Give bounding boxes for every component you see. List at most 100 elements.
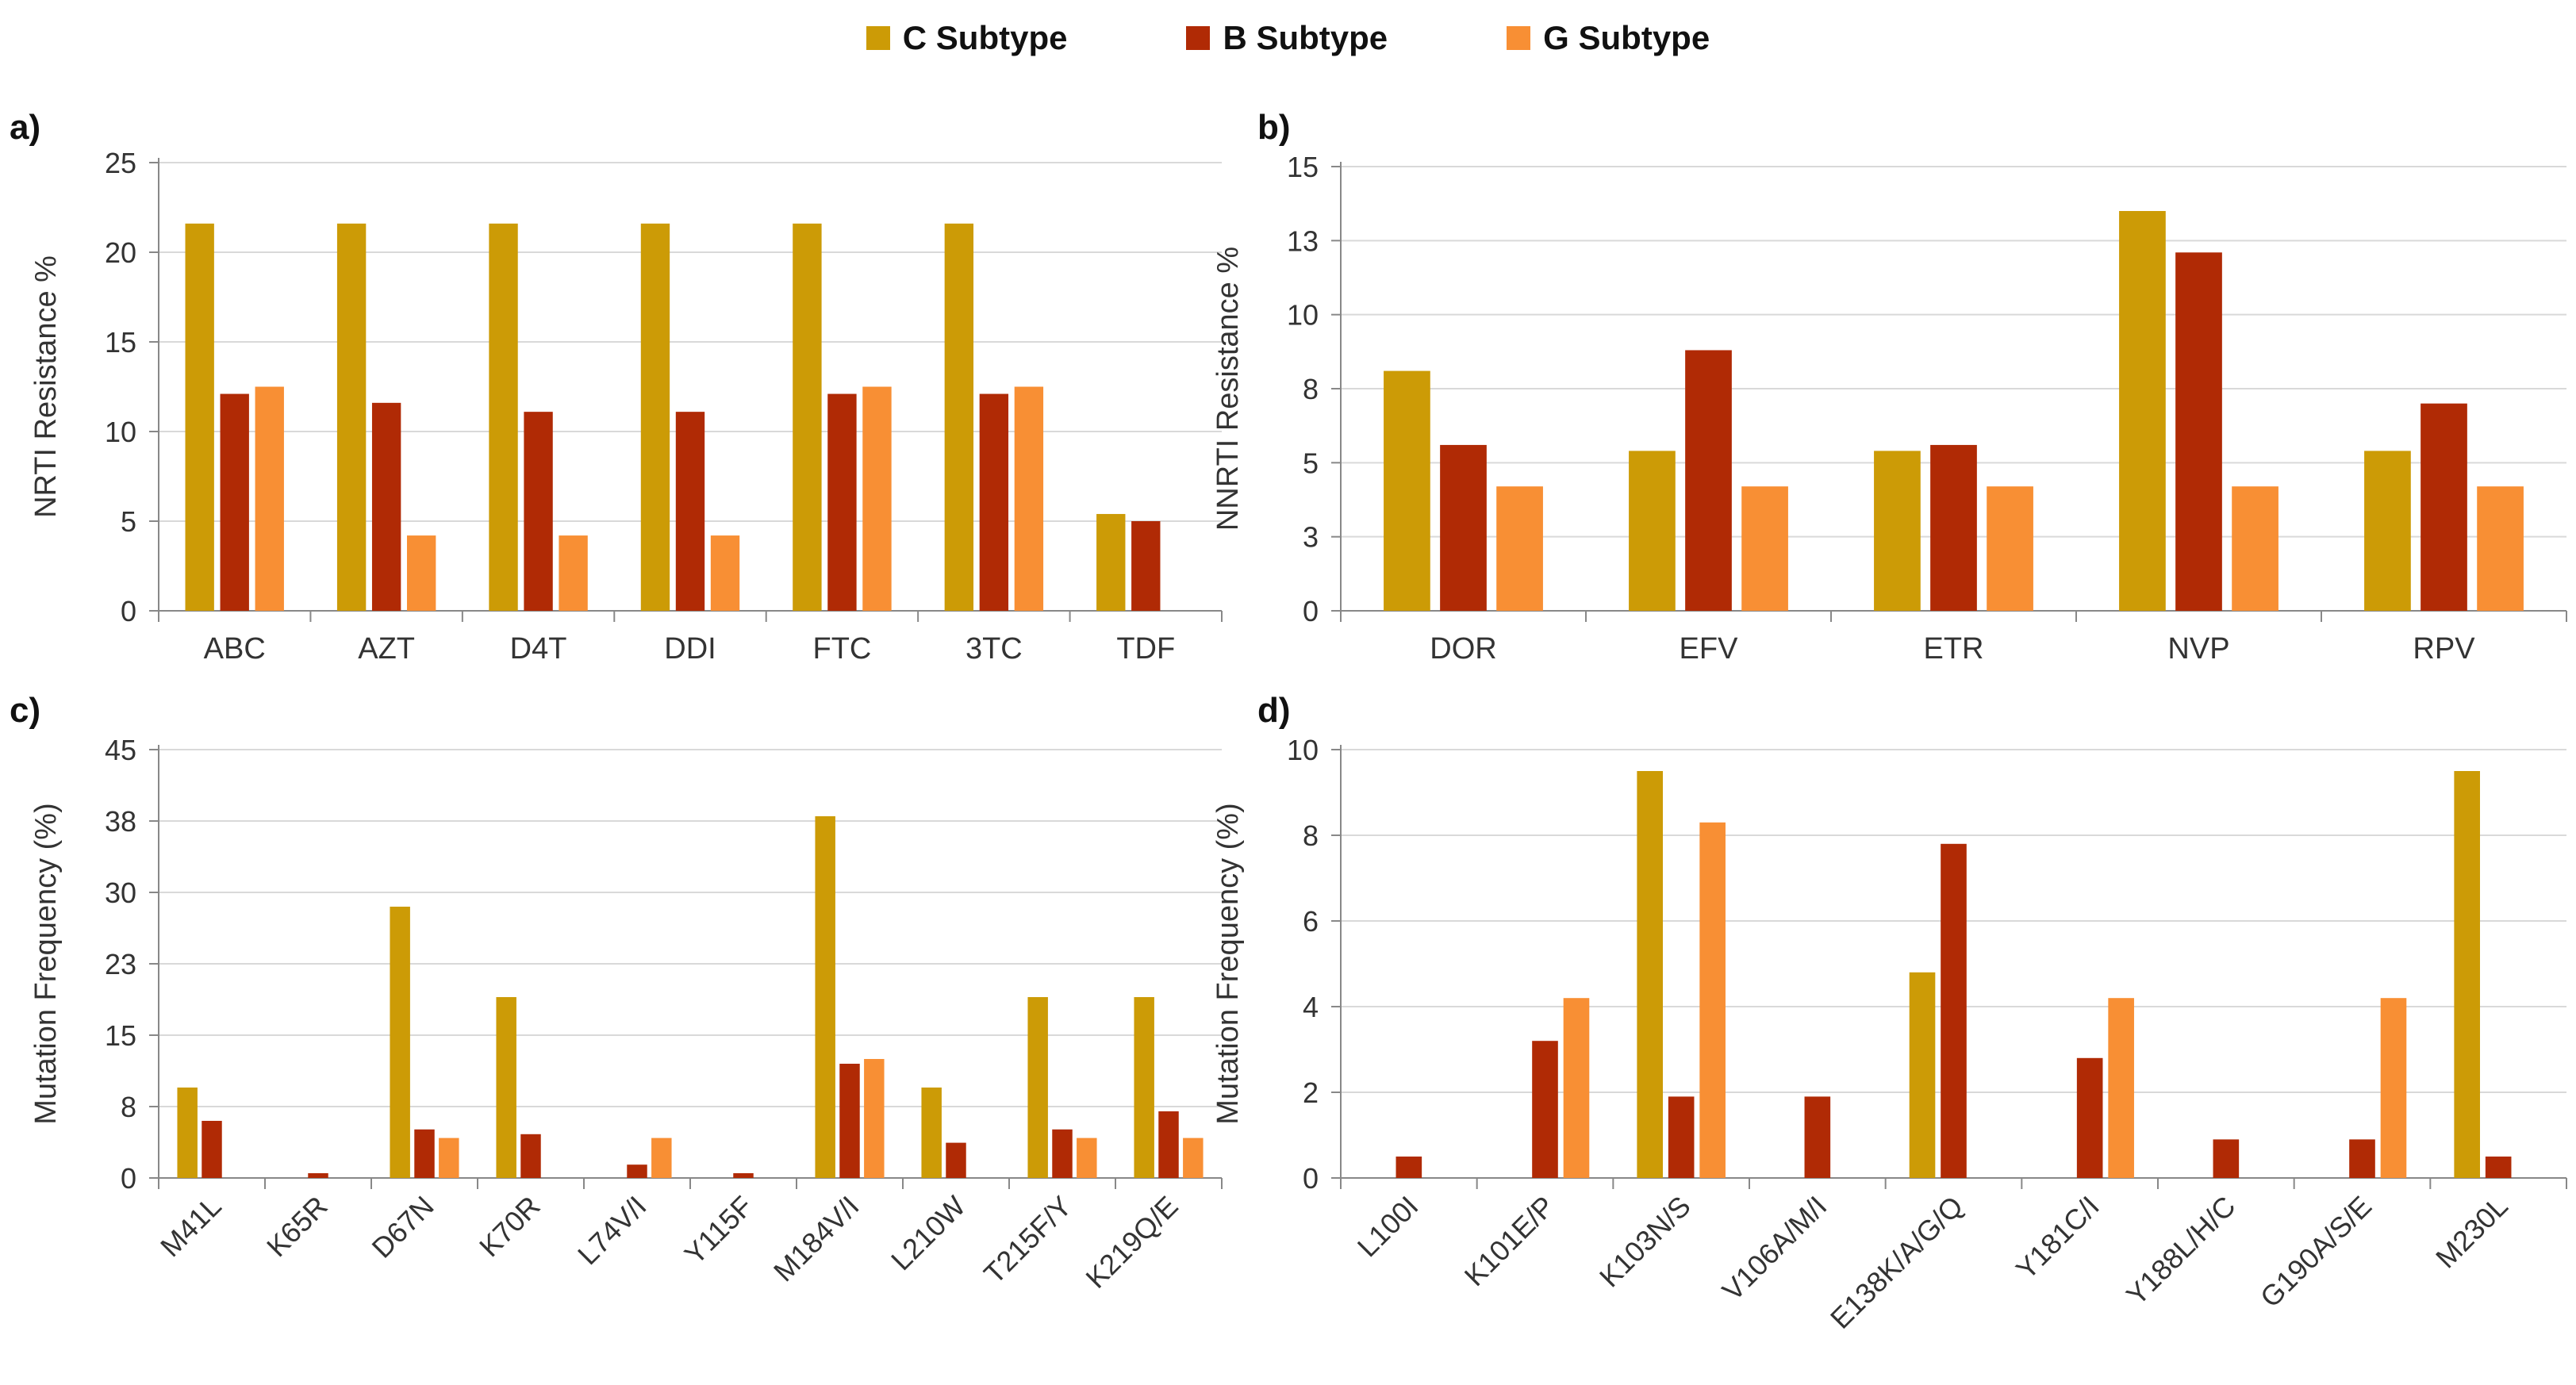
panel-a-ytick-label: 15	[105, 326, 136, 359]
panel-b-xtick-label-etr: ETR	[1924, 632, 1984, 666]
panel-d-ytick-label: 6	[1303, 905, 1319, 938]
panel-d-bar-b-subtype-l100i	[1396, 1157, 1422, 1178]
panel-a-bar-c-subtype-ftc	[793, 224, 821, 611]
panel-d-bar-b-subtype-y181c-i	[2077, 1058, 2103, 1178]
panel-c-xtick-label-y115f: Y115F	[678, 1190, 759, 1271]
panel-a-bar-g-subtype-ftc	[862, 387, 891, 612]
panel-a-bar-b-subtype-tdf	[1131, 521, 1160, 611]
panel-b-label: b)	[1257, 108, 1291, 147]
panel-b-ytick-label: 15	[1287, 151, 1319, 183]
panel-c-xtick-label-t215f-y: T215F/Y	[977, 1190, 1078, 1291]
panel-a-ytick-label: 5	[121, 505, 136, 538]
panel-d-xtick-label-v106a-m-i: V106A/M/I	[1716, 1190, 1833, 1307]
panel-c-ytick-label: 23	[105, 948, 136, 980]
panel-b-bar-b-subtype-nvp	[2175, 252, 2222, 611]
panel-c-bar-b-subtype-k65r	[308, 1173, 328, 1178]
panel-b-xtick-label-rpv: RPV	[2413, 632, 2475, 666]
panel-d-xtick-label-y181c-i: Y181C/I	[2010, 1190, 2106, 1286]
panel-b-bar-g-subtype-efv	[1741, 486, 1788, 611]
panel-a-bar-b-subtype-ftc	[827, 394, 856, 611]
panel-c-bar-b-subtype-d67n	[414, 1130, 434, 1178]
panel-a-xtick-label-azt: AZT	[358, 632, 415, 666]
panel-a-bar-c-subtype-d4t	[489, 224, 517, 611]
panel-c-bar-b-subtype-k219q-e	[1158, 1111, 1178, 1178]
panel-a-xtick-label-d4t: D4T	[510, 632, 567, 666]
panel-d-bar-b-subtype-k103n-s	[1668, 1096, 1695, 1178]
panel-d-bar-b-subtype-e138k-a-g-q	[1941, 844, 1967, 1178]
panel-b-ytick-label: 3	[1303, 521, 1319, 554]
panel-b-bar-b-subtype-efv	[1685, 350, 1732, 611]
panel-c-bar-b-subtype-m184v-i	[839, 1064, 859, 1178]
panel-c-bar-g-subtype-k219q-e	[1183, 1138, 1203, 1178]
panel-b-y-axis-title: NNRTI Resistance %	[1211, 247, 1245, 531]
panel-b-xtick-label-nvp: NVP	[2167, 632, 2229, 666]
panel-a-bar-c-subtype-azt	[337, 224, 366, 611]
panel-c-bar-c-subtype-l210w	[921, 1088, 941, 1178]
panel-a-bar-b-subtype-azt	[372, 403, 401, 611]
panel-a-bar-b-subtype-3tc	[980, 394, 1008, 611]
panel-b-bar-g-subtype-dor	[1496, 486, 1543, 611]
panel-c-bar-b-subtype-t215f-y	[1052, 1130, 1072, 1178]
panel-b-ytick-label: 5	[1303, 447, 1319, 479]
panel-a-xtick-label-abc: ABC	[204, 632, 266, 666]
panel-b-ytick-label: 13	[1287, 224, 1319, 257]
panel-d-ytick-label: 2	[1303, 1076, 1319, 1109]
panel-a-xtick-label-tdf: TDF	[1116, 632, 1175, 666]
panel-b-xtick-label-efv: EFV	[1680, 632, 1739, 666]
panel-b-bar-b-subtype-etr	[1930, 445, 1977, 611]
panel-a-label: a)	[10, 108, 40, 147]
panel-d-xtick-label-k103n-s: K103N/S	[1593, 1190, 1697, 1294]
panel-b-bar-c-subtype-dor	[1384, 371, 1430, 611]
panel-d-bar-g-subtype-y181c-i	[2108, 998, 2134, 1178]
panel-a-ytick-label: 25	[105, 147, 136, 179]
panel-d-ytick-label: 8	[1303, 819, 1319, 852]
panel-b-bar-g-subtype-etr	[1987, 486, 2033, 611]
panel-c-bar-b-subtype-k70r	[520, 1134, 540, 1178]
panel-c-bar-g-subtype-d67n	[439, 1138, 459, 1178]
panel-a-bar-g-subtype-3tc	[1015, 387, 1043, 612]
panel-b-bar-g-subtype-rpv	[2477, 486, 2524, 611]
panel-c-xtick-label-l74v-i: L74V/I	[571, 1190, 653, 1272]
panel-c-bar-g-subtype-m184v-i	[864, 1059, 884, 1178]
panel-d-xtick-label-k101e-p: K101E/P	[1458, 1190, 1561, 1292]
panel-d-bar-b-subtype-y188l-h-c	[2213, 1139, 2240, 1178]
panel-a-bar-g-subtype-azt	[407, 535, 436, 611]
panel-b-bar-b-subtype-rpv	[2421, 404, 2467, 611]
panel-d-bar-b-subtype-g190a-s-e	[2349, 1139, 2375, 1178]
panel-c-bar-g-subtype-l74v-i	[651, 1138, 671, 1178]
panel-d-ytick-label: 0	[1303, 1162, 1319, 1195]
panel-c-ytick-label: 8	[121, 1091, 136, 1123]
panel-c-bar-b-subtype-y115f	[733, 1173, 753, 1178]
panel-d-bar-c-subtype-e138k-a-g-q	[1910, 973, 1936, 1178]
panel-c-bar-b-subtype-m41l	[202, 1121, 221, 1178]
panel-b-ytick-label: 0	[1303, 595, 1319, 627]
panel-c-xtick-label-l210w: L210W	[885, 1190, 972, 1277]
panel-a-bar-g-subtype-d4t	[559, 535, 587, 611]
panel-a-xtick-label-ddi: DDI	[664, 632, 716, 666]
panel-c-bar-c-subtype-t215f-y	[1027, 997, 1047, 1178]
panel-d-bar-g-subtype-k101e-p	[1564, 998, 1590, 1178]
panel-d-label: d)	[1257, 691, 1291, 730]
panel-d-bar-b-subtype-m230l	[2486, 1157, 2512, 1178]
panel-a-bar-b-subtype-ddi	[676, 412, 704, 611]
panel-c-xtick-label-k219q-e: K219Q/E	[1079, 1190, 1184, 1295]
panel-d-xtick-label-m230l: M230L	[2429, 1190, 2514, 1275]
panel-b-ytick-label: 8	[1303, 373, 1319, 405]
panel-b-bar-c-subtype-rpv	[2364, 451, 2411, 611]
panel-d-bar-c-subtype-m230l	[2454, 771, 2480, 1178]
panel-c-xtick-label-k65r: K65R	[260, 1190, 334, 1264]
panel-c-ytick-label: 30	[105, 877, 136, 909]
panel-c-bar-c-subtype-k70r	[496, 997, 516, 1178]
panel-c-y-axis-title: Mutation Frequency (%)	[29, 803, 63, 1125]
panel-c-xtick-label-k70r: K70R	[473, 1190, 547, 1264]
panel-a-bar-b-subtype-abc	[221, 394, 249, 611]
charts-canvas: a)0510152025NRTI Resistance %ABC AZT D4T DD…	[0, 0, 2576, 1385]
panel-a-xtick-label-3tc: 3TC	[966, 632, 1023, 666]
panel-c-bar-b-subtype-l210w	[946, 1143, 966, 1178]
panel-c-bar-c-subtype-d67n	[390, 907, 409, 1178]
panel-d-ytick-label: 4	[1303, 991, 1319, 1023]
panel-c-xtick-label-d67n: D67N	[366, 1190, 440, 1264]
panel-b-ytick-label: 10	[1287, 299, 1319, 332]
panel-d-bar-g-subtype-k103n-s	[1699, 823, 1726, 1178]
panel-a-bar-c-subtype-tdf	[1096, 514, 1125, 611]
